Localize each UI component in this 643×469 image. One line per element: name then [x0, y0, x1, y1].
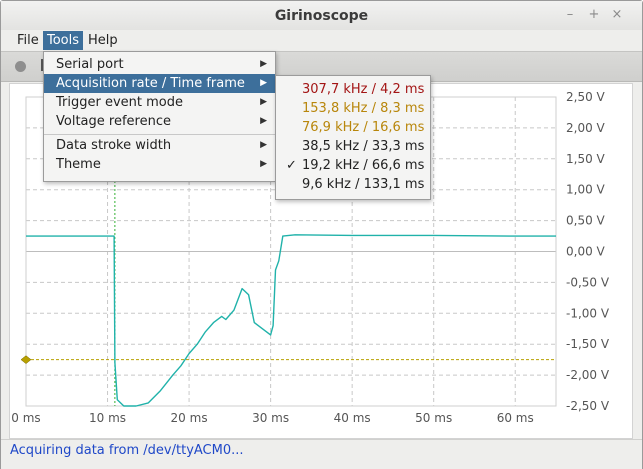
rate-option[interactable]: ✓ 19,2 kHz / 66,6 ms	[276, 156, 430, 175]
x-tick-label: 40 ms	[334, 411, 371, 425]
menu-item-label: Acquisition rate / Time frame	[56, 76, 245, 91]
y-tick-label: 0,50 V	[566, 214, 606, 228]
status-text: Acquiring data from /dev/ttyACM0...	[10, 443, 244, 458]
menu-item-label: Data stroke width	[56, 138, 172, 153]
y-tick-label: 2,00 V	[566, 121, 606, 135]
rate-option-label: 307,7 kHz / 4,2 ms	[302, 82, 425, 97]
rate-option[interactable]: 153,8 kHz / 8,3 ms	[276, 99, 430, 118]
status-bar: Acquiring data from /dev/ttyACM0...	[1, 439, 642, 469]
x-tick-label: 10 ms	[89, 411, 126, 425]
menu-item-label: Serial port	[56, 57, 124, 72]
menu-item-voltage-reference[interactable]: Voltage reference ▶	[44, 112, 275, 131]
tools-menu: Serial port ▶ Acquisition rate / Time fr…	[43, 51, 276, 182]
rate-option-label: 153,8 kHz / 8,3 ms	[302, 101, 425, 116]
menu-file[interactable]: File	[17, 33, 39, 48]
menu-bar: File Tools Help	[1, 30, 642, 51]
y-tick-label: 0,00 V	[566, 245, 606, 259]
y-tick-label: 1,50 V	[566, 152, 606, 166]
menu-item-label: Voltage reference	[56, 114, 171, 129]
menu-item-data-stroke-width[interactable]: Data stroke width ▶	[44, 136, 275, 155]
menu-item-acquisition-rate[interactable]: Acquisition rate / Time frame ▶	[44, 74, 275, 93]
menu-item-label: Trigger event mode	[56, 95, 183, 110]
title-bar[interactable]: Girinoscope – + ×	[1, 1, 642, 31]
x-tick-label: 30 ms	[252, 411, 289, 425]
y-tick-label: -2,00 V	[566, 368, 610, 382]
rate-option-label: 19,2 kHz / 66,6 ms	[302, 158, 425, 173]
check-icon: ✓	[286, 158, 297, 173]
arrow-right-icon: ▶	[260, 159, 267, 169]
window-title: Girinoscope	[274, 8, 369, 24]
y-tick-label: 1,00 V	[566, 183, 606, 197]
rate-option-label: 9,6 kHz / 133,1 ms	[302, 177, 425, 192]
rate-option-label: 38,5 kHz / 33,3 ms	[302, 139, 425, 154]
arrow-right-icon: ▶	[260, 140, 267, 150]
menu-help[interactable]: Help	[88, 33, 118, 48]
rate-option-label: 76,9 kHz / 16,6 ms	[302, 120, 425, 135]
rate-option[interactable]: 38,5 kHz / 33,3 ms	[276, 137, 430, 156]
x-tick-label: 0 ms	[11, 411, 40, 425]
y-tick-label: -1,50 V	[566, 337, 610, 351]
arrow-right-icon: ▶	[260, 97, 267, 107]
minimize-icon[interactable]: –	[566, 7, 574, 22]
x-tick-label: 20 ms	[171, 411, 208, 425]
rate-option[interactable]: 76,9 kHz / 16,6 ms	[276, 118, 430, 137]
trigger-marker-icon	[20, 355, 32, 364]
close-icon[interactable]: ×	[611, 7, 623, 22]
circle-icon[interactable]	[15, 61, 26, 72]
rate-option[interactable]: 307,7 kHz / 4,2 ms	[276, 80, 430, 99]
y-tick-label: -2,50 V	[566, 399, 610, 413]
arrow-right-icon: ▶	[260, 116, 267, 126]
y-tick-label: -1,00 V	[566, 306, 610, 320]
menu-tools[interactable]: Tools	[43, 31, 84, 50]
rate-option[interactable]: 9,6 kHz / 133,1 ms	[276, 175, 430, 194]
arrow-right-icon: ▶	[260, 59, 267, 69]
menu-item-label: Theme	[56, 157, 101, 172]
x-tick-label: 50 ms	[415, 411, 452, 425]
menu-item-trigger-event-mode[interactable]: Trigger event mode ▶	[44, 93, 275, 112]
y-tick-label: -0,50 V	[566, 275, 610, 289]
signal-trace	[26, 234, 556, 407]
maximize-icon[interactable]: +	[588, 7, 600, 22]
y-tick-label: 2,50 V	[566, 90, 606, 104]
arrow-right-icon: ▶	[260, 78, 267, 88]
menu-separator	[44, 134, 275, 135]
acquisition-rate-submenu: 307,7 kHz / 4,2 ms 153,8 kHz / 8,3 ms 76…	[275, 75, 431, 200]
x-tick-label: 60 ms	[497, 411, 534, 425]
menu-item-serial-port[interactable]: Serial port ▶	[44, 55, 275, 74]
menu-item-theme[interactable]: Theme ▶	[44, 155, 275, 174]
